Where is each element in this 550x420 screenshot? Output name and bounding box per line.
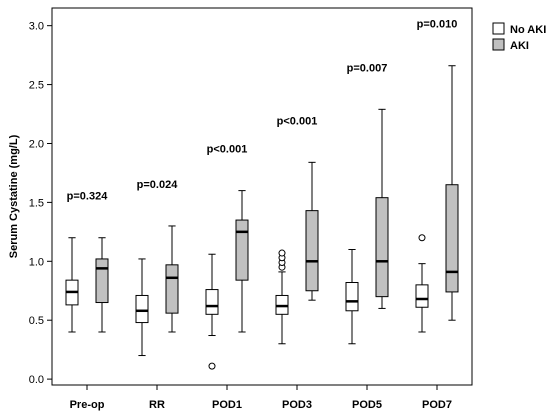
p-value-label: p<0.001 bbox=[207, 144, 248, 156]
x-tick-label: POD1 bbox=[212, 399, 242, 411]
iqr-box bbox=[205, 289, 219, 315]
box-no-aki bbox=[205, 253, 219, 370]
outlier-point bbox=[418, 234, 426, 242]
legend-label: No AKI bbox=[510, 24, 546, 36]
box-aki bbox=[95, 237, 109, 333]
box-no-aki bbox=[275, 249, 289, 345]
iqr-box bbox=[415, 284, 429, 308]
outlier-point bbox=[278, 249, 286, 257]
box-no-aki bbox=[65, 237, 79, 333]
box-no-aki bbox=[415, 234, 429, 333]
iqr-box bbox=[345, 282, 359, 312]
box-aki bbox=[445, 65, 459, 321]
iqr-box bbox=[375, 197, 389, 298]
legend-swatch bbox=[492, 38, 505, 51]
y-tick-label: 2.5 bbox=[29, 80, 44, 92]
legend-swatch bbox=[492, 22, 505, 35]
iqr-box bbox=[165, 264, 179, 314]
iqr-box bbox=[235, 219, 249, 281]
p-value-label: p=0.324 bbox=[67, 191, 109, 203]
iqr-box bbox=[95, 258, 109, 304]
iqr-box bbox=[135, 294, 149, 324]
p-values-layer: p=0.324 p=0.024 p<0.001 p<0.001 p=0.007 p=0.0… bbox=[67, 19, 458, 203]
x-tick-label: POD5 bbox=[352, 399, 382, 411]
y-tick-label: 1.5 bbox=[29, 197, 44, 209]
y-tick-label: 0.5 bbox=[29, 315, 44, 327]
box-aki bbox=[375, 108, 389, 309]
x-tick-label: POD7 bbox=[422, 399, 452, 411]
y-tick-label: 2.0 bbox=[29, 138, 44, 150]
box-no-aki bbox=[135, 258, 149, 357]
plot-frame bbox=[51, 7, 473, 386]
y-axis: 0.0 0.5 1.0 1.5 2.0 2.5 3.0 bbox=[29, 21, 52, 386]
boxes-layer bbox=[65, 65, 459, 370]
legend: No AKI AKI bbox=[492, 22, 546, 52]
box-aki bbox=[305, 161, 319, 301]
y-tick-label: 3.0 bbox=[29, 21, 44, 33]
iqr-box bbox=[305, 210, 319, 292]
x-axis: Pre-op RR POD1 POD3 POD5 POD7 bbox=[70, 385, 452, 411]
p-value-label: p<0.001 bbox=[277, 115, 318, 127]
x-tick-label: POD3 bbox=[282, 399, 312, 411]
y-axis-label: Serum Cystatine (mg/L) bbox=[8, 134, 20, 258]
iqr-box bbox=[445, 184, 459, 293]
box-no-aki bbox=[345, 249, 359, 345]
outlier-point bbox=[208, 362, 216, 370]
y-tick-label: 1.0 bbox=[29, 256, 44, 268]
x-tick-label: Pre-op bbox=[70, 399, 105, 411]
legend-label: AKI bbox=[510, 40, 529, 52]
p-value-label: p=0.010 bbox=[417, 19, 458, 31]
plot-border bbox=[51, 7, 473, 386]
x-tick-label: RR bbox=[149, 399, 165, 411]
p-value-label: p=0.007 bbox=[347, 62, 388, 74]
p-value-label: p=0.024 bbox=[137, 179, 179, 191]
box-aki bbox=[235, 190, 249, 333]
y-tick-label: 0.0 bbox=[29, 374, 44, 386]
box-aki bbox=[165, 225, 179, 333]
